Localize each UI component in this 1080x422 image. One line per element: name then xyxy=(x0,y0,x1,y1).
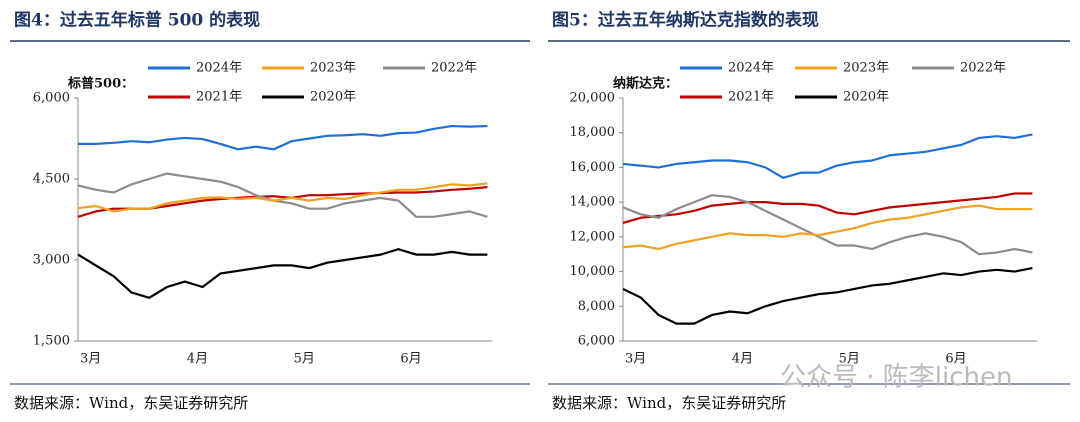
legend-label: 2021年 xyxy=(728,90,774,105)
watermark: 公众号 · 陈李lichen xyxy=(780,363,1013,393)
x-tick-label: 5月 xyxy=(294,352,315,367)
series-line xyxy=(78,124,488,151)
series-line xyxy=(622,192,1033,225)
legend-label: 2020年 xyxy=(310,90,356,105)
y-tick-label: 4,500 xyxy=(33,172,70,187)
chart-title: 图5：过去五年纳斯达克指数的表现 xyxy=(552,10,819,31)
legend-label: 2023年 xyxy=(310,61,356,76)
y-axis-label: 纳斯达克： xyxy=(613,76,678,92)
legend-label: 2020年 xyxy=(843,90,889,105)
series-line xyxy=(622,133,1033,179)
series-line xyxy=(622,267,1033,325)
source: 数据来源：Wind，东吴证券研究所 xyxy=(552,394,786,412)
legend-label: 2024年 xyxy=(728,61,774,76)
x-tick-label: 5月 xyxy=(839,352,860,367)
legend-label: 2022年 xyxy=(431,61,477,76)
x-tick-label: 4月 xyxy=(187,352,208,367)
y-tick-label: 6,000 xyxy=(33,91,70,106)
x-tick-label: 4月 xyxy=(732,352,753,367)
x-tick-label: 6月 xyxy=(400,352,421,367)
source: 数据来源：Wind，东吴证券研究所 xyxy=(14,394,248,412)
x-tick-label: 6月 xyxy=(945,352,966,367)
legend-label: 2021年 xyxy=(196,90,242,105)
series-line xyxy=(77,172,488,218)
y-tick-label: 1,500 xyxy=(33,334,70,349)
y-tick-label: 14,000 xyxy=(570,195,616,210)
series-line xyxy=(77,248,488,299)
y-axis-label: 标普500： xyxy=(67,76,134,92)
y-tick-label: 8,000 xyxy=(578,299,615,314)
x-tick-label: 3月 xyxy=(625,352,646,367)
y-tick-label: 10,000 xyxy=(570,264,616,279)
series-line xyxy=(77,182,488,213)
y-tick-label: 20,000 xyxy=(570,91,616,106)
y-tick-label: 3,000 xyxy=(33,253,70,268)
y-tick-label: 12,000 xyxy=(570,229,616,244)
chart-title: 图4：过去五年标普 500 的表现 xyxy=(14,10,260,31)
y-tick-label: 6,000 xyxy=(578,334,615,349)
x-tick-label: 3月 xyxy=(80,352,101,367)
y-tick-label: 16,000 xyxy=(570,160,616,175)
y-tick-label: 18,000 xyxy=(570,125,616,140)
series-line xyxy=(622,194,1033,256)
legend-label: 2022年 xyxy=(960,61,1006,76)
legend-label: 2023年 xyxy=(843,61,889,76)
series-line xyxy=(622,204,1033,251)
legend-label: 2024年 xyxy=(196,61,242,76)
